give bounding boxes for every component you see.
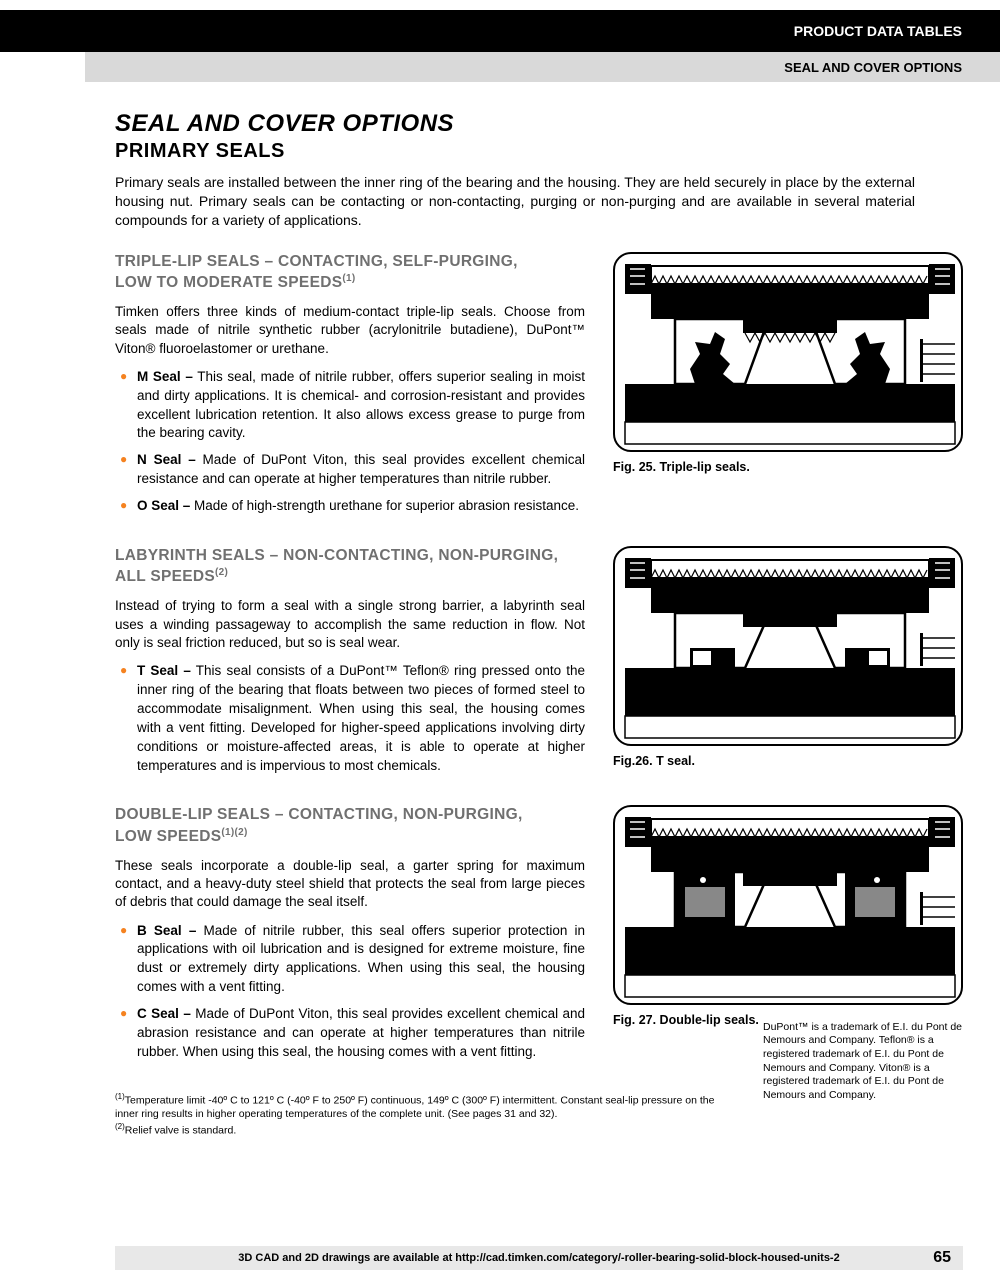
main-title: SEAL AND COVER OPTIONS <box>115 110 963 138</box>
labyrinth-bullets: T Seal – This seal consists of a DuPont™… <box>115 662 585 775</box>
figure-triple-lip <box>613 252 963 452</box>
list-item: M Seal – This seal, made of nitrile rubb… <box>115 368 585 444</box>
footer-bar: 3D CAD and 2D drawings are available at … <box>115 1246 963 1270</box>
intro-paragraph: Primary seals are installed between the … <box>115 173 915 230</box>
header-black-band: PRODUCT DATA TABLES <box>0 10 1000 52</box>
footer-text: 3D CAD and 2D drawings are available at … <box>238 1252 839 1264</box>
figure-t-seal <box>613 546 963 746</box>
figure-double-lip <box>613 805 963 1005</box>
double-heading: DOUBLE-LIP SEALS – CONTACTING, NON-PURGI… <box>115 805 585 846</box>
figure-caption: Fig. 25. Triple-lip seals. <box>613 460 963 474</box>
triple-body: Timken offers three kinds of medium-cont… <box>115 303 585 358</box>
double-body: These seals incorporate a double-lip sea… <box>115 857 585 912</box>
list-item: O Seal – Made of high-strength urethane … <box>115 497 585 516</box>
triple-heading: TRIPLE-LIP SEALS – CONTACTING, SELF-PURG… <box>115 252 585 293</box>
section-triple-lip: TRIPLE-LIP SEALS – CONTACTING, SELF-PURG… <box>115 252 963 524</box>
double-bullets: B Seal – Made of nitrile rubber, this se… <box>115 922 585 1062</box>
list-item: C Seal – Made of DuPont Viton, this seal… <box>115 1005 585 1062</box>
figure-caption: Fig.26. T seal. <box>613 754 963 768</box>
list-item: N Seal – Made of DuPont Viton, this seal… <box>115 451 585 489</box>
section-labyrinth: LABYRINTH SEALS – NON-CONTACTING, NON-PU… <box>115 546 963 783</box>
list-item: T Seal – This seal consists of a DuPont™… <box>115 662 585 775</box>
triple-bullets: M Seal – This seal, made of nitrile rubb… <box>115 368 585 516</box>
trademark-notice: DuPont™ is a trademark of E.I. du Pont d… <box>763 1021 963 1103</box>
page-content: SEAL AND COVER OPTIONS PRIMARY SEALS Pri… <box>115 110 963 1138</box>
header-gray-band: SEAL AND COVER OPTIONS <box>85 52 1000 82</box>
list-item: B Seal – Made of nitrile rubber, this se… <box>115 922 585 998</box>
sub-title: PRIMARY SEALS <box>115 140 963 163</box>
labyrinth-heading: LABYRINTH SEALS – NON-CONTACTING, NON-PU… <box>115 546 585 587</box>
page-number: 65 <box>933 1249 951 1267</box>
footnotes: (1)Temperature limit -40º C to 121º C (-… <box>115 1092 725 1138</box>
labyrinth-body: Instead of trying to form a seal with a … <box>115 597 585 652</box>
